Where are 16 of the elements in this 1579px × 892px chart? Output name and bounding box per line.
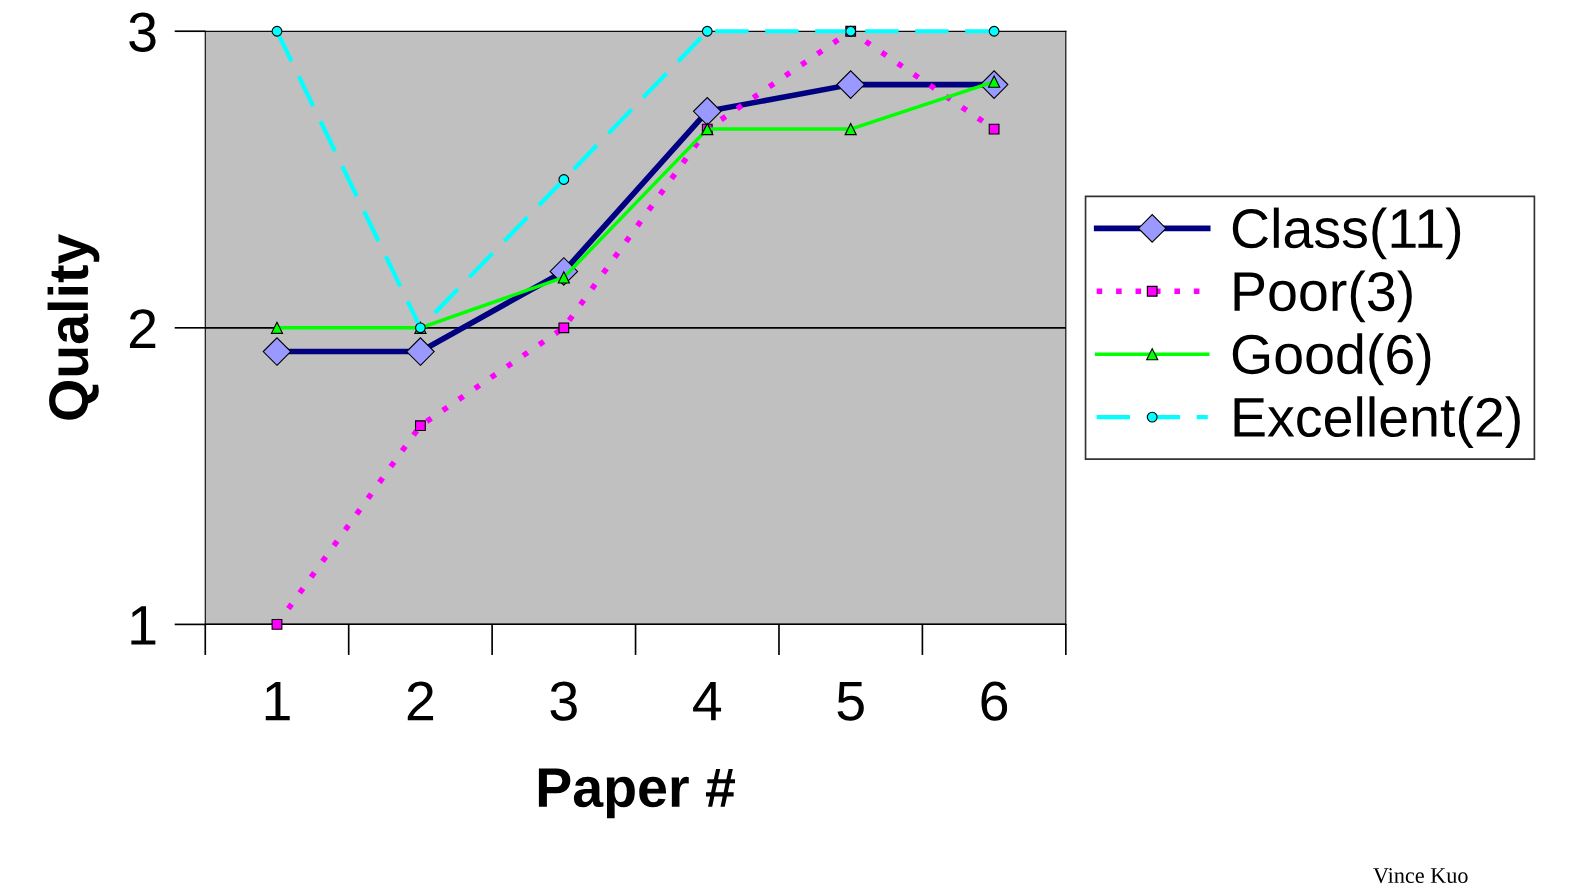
y-tick-label: 1 [131,606,156,645]
y-axis-title: Quality [47,233,100,420]
legend-label: Poor(3) [1234,270,1412,323]
x-tick-label: 5 [837,682,864,721]
legend-label: Excellent(2) [1234,396,1520,449]
y-tick-label: 3 [129,12,156,52]
y-tick-label: 2 [129,309,156,348]
legend-label: Class(11) [1232,207,1461,260]
x-axis-title: Paper # [538,768,736,819]
legend-label: Good(6) [1232,333,1431,386]
x-tick-label: 4 [693,682,722,721]
x-tick-label: 2 [407,681,434,721]
x-tick-label: 6 [981,681,1008,721]
x-tick-label: 1 [265,682,290,721]
text: Vince Kuo [1373,868,1468,884]
x-tick-label: 3 [550,681,577,721]
